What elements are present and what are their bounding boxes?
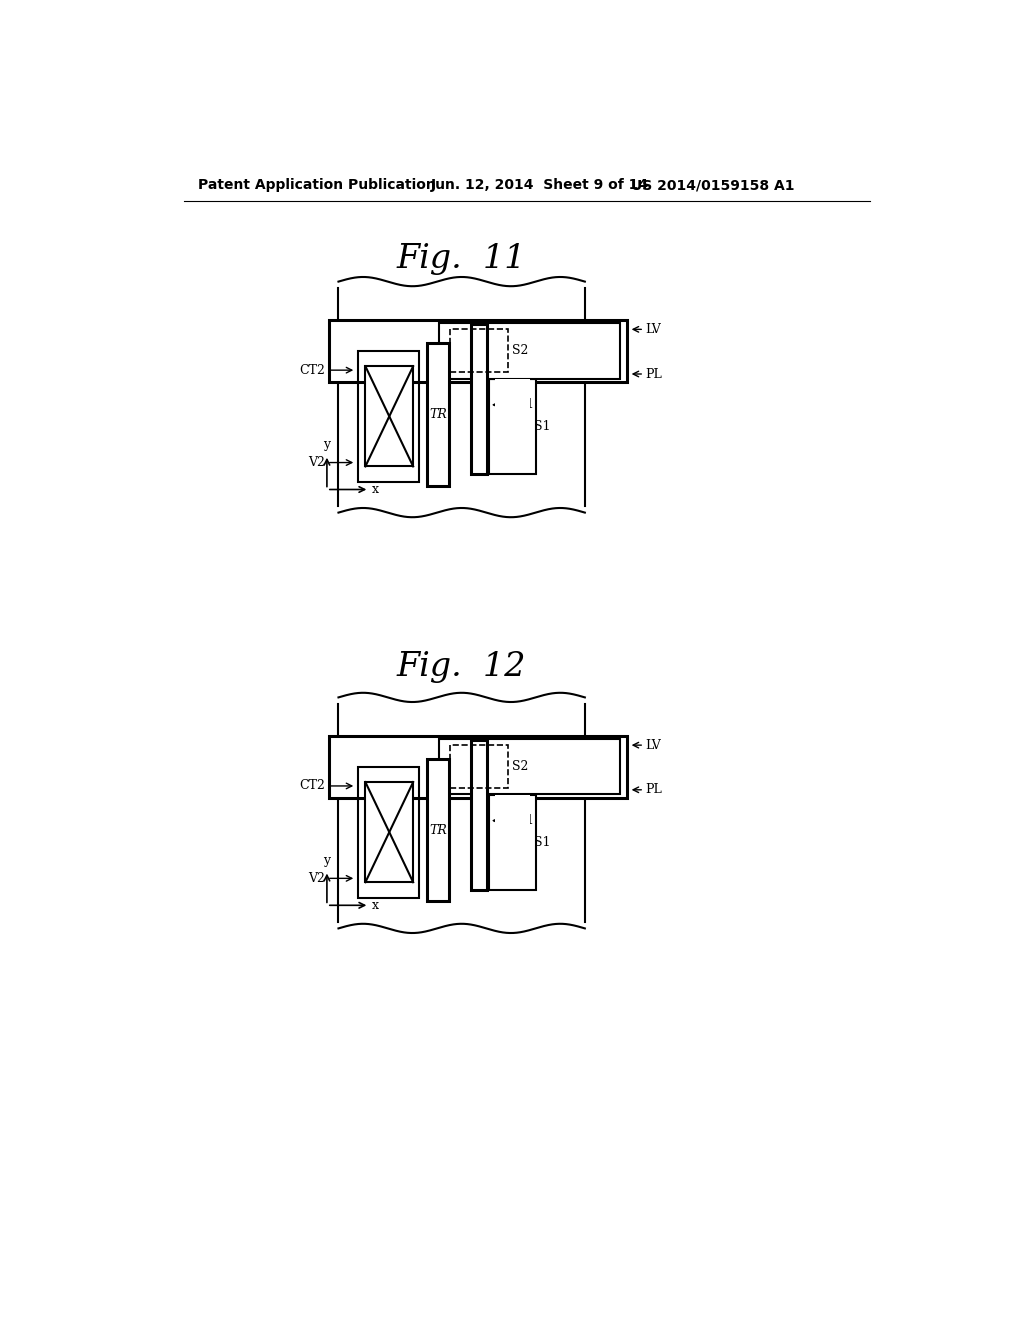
Text: CT1: CT1 <box>508 814 535 828</box>
Text: PL: PL <box>646 783 663 796</box>
Text: S2: S2 <box>512 345 528 358</box>
Bar <box>366 367 413 466</box>
Bar <box>496 795 529 880</box>
Text: V2: V2 <box>308 455 326 469</box>
Text: x: x <box>372 483 379 496</box>
Text: TR: TR <box>429 408 446 421</box>
Text: LV: LV <box>646 323 662 335</box>
Text: S1: S1 <box>534 836 550 849</box>
Text: y: y <box>324 438 331 451</box>
Text: V2: V2 <box>308 871 326 884</box>
Text: PL: PL <box>646 367 663 380</box>
Text: x: x <box>372 899 379 912</box>
Bar <box>470 323 487 474</box>
Text: US 2014/0159158 A1: US 2014/0159158 A1 <box>631 178 795 193</box>
Text: Jun. 12, 2014  Sheet 9 of 14: Jun. 12, 2014 Sheet 9 of 14 <box>431 178 649 193</box>
Bar <box>489 795 536 890</box>
Text: y: y <box>324 854 331 867</box>
Text: CT1: CT1 <box>508 399 535 412</box>
Bar <box>330 737 628 797</box>
Text: LV: LV <box>646 739 662 751</box>
Text: Patent Application Publication: Patent Application Publication <box>199 178 436 193</box>
Bar <box>357 351 419 482</box>
Bar <box>427 759 449 902</box>
Text: Fig.  12: Fig. 12 <box>397 651 526 682</box>
Bar <box>470 739 487 890</box>
Text: S2: S2 <box>512 760 528 774</box>
Text: Fig.  11: Fig. 11 <box>397 243 526 275</box>
Bar <box>366 781 413 882</box>
Text: CT2: CT2 <box>299 779 326 792</box>
Bar <box>489 379 536 474</box>
Text: S1: S1 <box>534 420 550 433</box>
Bar <box>438 739 620 795</box>
Text: CT2: CT2 <box>299 363 326 376</box>
Bar <box>357 767 419 898</box>
Bar <box>451 330 508 372</box>
Bar <box>330 321 628 381</box>
Bar <box>496 379 529 465</box>
Text: TR: TR <box>429 824 446 837</box>
Bar <box>438 323 620 379</box>
Bar <box>451 744 508 788</box>
Bar <box>427 343 449 486</box>
